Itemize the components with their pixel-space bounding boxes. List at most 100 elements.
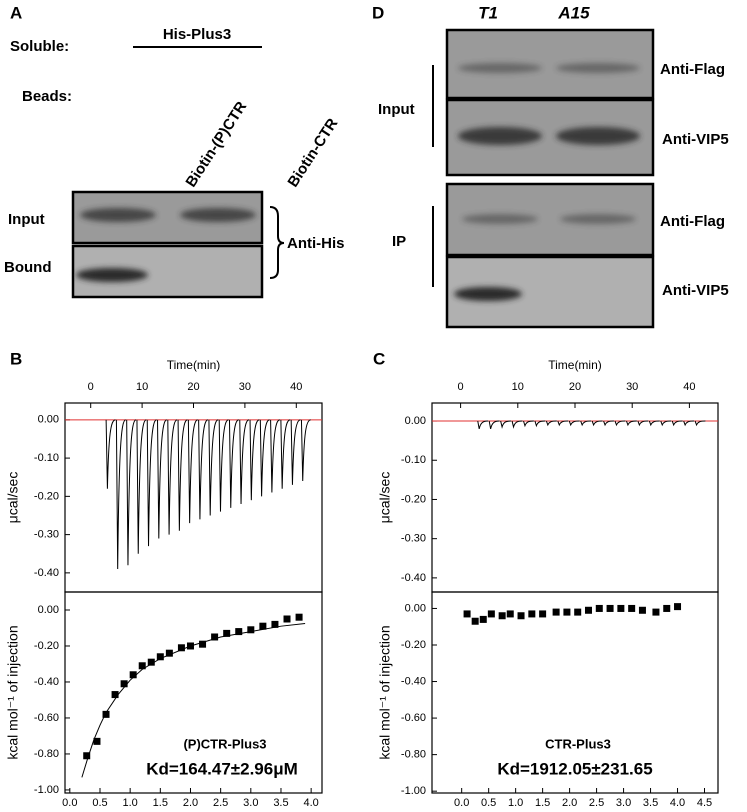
y-axis-label: kcal mol⁻¹ of injection <box>377 625 393 759</box>
antibody-label: Anti-VIP5 <box>662 282 729 299</box>
x-tick-label: 2.5 <box>213 797 228 809</box>
injection-peak <box>500 420 511 429</box>
axis-title: Time(min) <box>548 358 602 372</box>
data-point <box>165 649 173 657</box>
data-point <box>539 610 547 618</box>
data-point <box>617 604 625 612</box>
y-tick-label: -0.20 <box>401 639 426 651</box>
x-tick-label: 20 <box>187 381 199 393</box>
injection-peak <box>580 420 592 427</box>
data-point <box>211 633 219 641</box>
data-point <box>595 604 603 612</box>
data-point <box>271 620 279 628</box>
x-tick-label: 2.5 <box>589 797 604 809</box>
data-point <box>487 610 495 618</box>
lane-label: T1 <box>478 3 498 22</box>
row-label: Input <box>8 211 45 228</box>
data-point <box>528 610 536 618</box>
data-point <box>552 608 560 616</box>
x-tick-label: 0.0 <box>62 797 77 809</box>
injection-peak <box>488 420 500 429</box>
x-tick-label: 10 <box>512 381 524 393</box>
data-point <box>628 604 636 612</box>
data-point <box>93 737 101 745</box>
injection-peak <box>683 420 694 427</box>
row-label: Bound <box>4 259 51 276</box>
y-tick-label: -0.40 <box>34 676 59 688</box>
y-tick-label: -0.40 <box>401 572 426 584</box>
panel-label: B <box>10 349 22 368</box>
protein-label: His-Plus3 <box>163 26 231 43</box>
injection-peak <box>136 419 147 554</box>
y-tick-label: -0.80 <box>401 749 426 761</box>
data-point <box>186 642 194 650</box>
injection-peak <box>591 420 603 427</box>
x-tick-label: 4.5 <box>697 797 712 809</box>
injection-peak <box>511 420 523 429</box>
antibody-label: Anti-Flag <box>660 61 725 78</box>
injection-peak <box>105 419 116 489</box>
data-point <box>498 612 506 620</box>
x-tick-label: 1.5 <box>153 797 168 809</box>
y-tick-label: -0.80 <box>34 748 59 760</box>
lane-label: A15 <box>557 3 590 22</box>
y-tick-label: -0.30 <box>34 529 59 541</box>
plot-frame <box>431 402 719 593</box>
data-point <box>259 622 267 630</box>
group-label: IP <box>392 233 406 250</box>
injection-peak <box>126 419 137 566</box>
blot <box>445 28 655 329</box>
y-tick-label: 0.00 <box>38 414 59 426</box>
injection-peak <box>694 420 706 427</box>
y-tick-label: -0.30 <box>401 533 426 545</box>
injection-peak <box>249 419 260 501</box>
x-tick-label: 40 <box>683 381 695 393</box>
y-tick-label: -0.40 <box>34 567 59 579</box>
data-point <box>156 653 164 661</box>
injection-peak <box>198 419 209 520</box>
x-tick-label: 0 <box>88 381 94 393</box>
x-tick-label: 3.0 <box>243 797 258 809</box>
injection-peak <box>259 419 270 497</box>
x-tick-label: 10 <box>136 381 148 393</box>
row-label: Beads: <box>22 88 72 105</box>
lane-label: Biotin-(P)CTR <box>182 98 250 190</box>
data-point <box>235 628 243 636</box>
injection-peak <box>228 419 239 508</box>
injection-peak <box>300 419 311 482</box>
data-point <box>652 608 660 616</box>
injection-peak <box>626 420 637 427</box>
data-point <box>111 691 119 699</box>
y-tick-label: -1.00 <box>401 785 426 797</box>
x-tick-label: 2.0 <box>562 797 577 809</box>
data-point <box>83 752 91 760</box>
y-axis-label: μcal/sec <box>5 472 21 524</box>
y-tick-label: -0.20 <box>34 490 59 502</box>
y-tick-label: -0.60 <box>401 712 426 724</box>
x-tick-label: 4.0 <box>670 797 685 809</box>
injection-peak <box>557 420 569 427</box>
x-tick-label: 1.0 <box>508 797 523 809</box>
x-tick-label: 0.5 <box>481 797 496 809</box>
antibody-label: Anti-VIP5 <box>662 131 729 148</box>
injection-peak <box>603 420 614 427</box>
data-point <box>102 710 110 718</box>
data-point <box>138 662 146 670</box>
annotation: Kd=164.47±2.96μM <box>146 759 298 778</box>
injection-peak <box>477 420 489 429</box>
data-point <box>606 604 614 612</box>
x-tick-label: 3.0 <box>616 797 631 809</box>
injection-peak <box>146 419 157 547</box>
brace <box>269 206 285 279</box>
y-tick-label: -0.10 <box>34 452 59 464</box>
x-tick-label: 2.0 <box>183 797 198 809</box>
annotation: (P)CTR-Plus3 <box>183 736 266 751</box>
injection-peak <box>218 419 229 512</box>
data-point <box>177 644 185 652</box>
lane-label: Biotin-CTR <box>284 115 341 190</box>
data-point <box>223 629 231 637</box>
injection-peak <box>115 419 126 570</box>
injection-peak <box>523 420 534 428</box>
